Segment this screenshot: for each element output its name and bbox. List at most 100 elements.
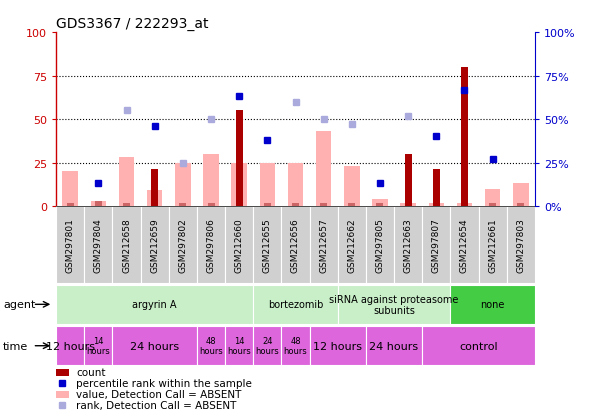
Text: GSM297803: GSM297803	[517, 218, 525, 273]
Bar	[320, 203, 327, 206]
Bar	[225, 326, 254, 366]
Text: 14
hours: 14 hours	[86, 336, 111, 356]
Bar	[90, 201, 106, 206]
Bar	[400, 203, 416, 206]
Bar	[67, 203, 74, 206]
Text: count: count	[76, 368, 105, 377]
Text: GDS3367 / 222293_at: GDS3367 / 222293_at	[56, 17, 209, 31]
Bar	[366, 326, 422, 366]
Bar	[141, 206, 169, 283]
Text: GSM212658: GSM212658	[122, 218, 131, 273]
Text: percentile rank within the sample: percentile rank within the sample	[76, 378, 252, 388]
Bar	[180, 203, 186, 206]
Bar	[405, 154, 411, 206]
Text: GSM297804: GSM297804	[94, 218, 103, 273]
Bar	[310, 206, 337, 283]
Text: 24 hours: 24 hours	[130, 341, 179, 351]
Bar	[376, 203, 384, 206]
Text: bortezomib: bortezomib	[268, 299, 323, 310]
Bar	[147, 191, 163, 206]
Bar	[288, 163, 303, 206]
Bar	[63, 172, 78, 206]
Bar	[337, 206, 366, 283]
Bar	[232, 163, 247, 206]
Text: rank, Detection Call = ABSENT: rank, Detection Call = ABSENT	[76, 400, 236, 410]
Bar	[207, 203, 215, 206]
Bar	[56, 285, 254, 324]
Bar	[428, 203, 444, 206]
Bar	[169, 206, 197, 283]
Text: GSM297807: GSM297807	[432, 218, 441, 273]
Bar	[85, 326, 112, 366]
Bar	[56, 206, 85, 283]
Bar	[461, 68, 468, 206]
Text: GSM297805: GSM297805	[375, 218, 385, 273]
Text: time: time	[3, 341, 28, 351]
Text: GSM212662: GSM212662	[348, 218, 356, 273]
Bar	[292, 203, 299, 206]
Bar	[254, 326, 281, 366]
Bar	[513, 184, 528, 206]
Text: 14
hours: 14 hours	[228, 336, 251, 356]
Bar	[310, 326, 366, 366]
Text: GSM297802: GSM297802	[178, 218, 187, 273]
Bar	[225, 206, 254, 283]
Bar	[485, 189, 501, 206]
Bar	[372, 199, 388, 206]
Bar	[506, 206, 535, 283]
Bar	[264, 203, 271, 206]
Bar	[203, 154, 219, 206]
Bar	[450, 206, 479, 283]
Text: GSM212654: GSM212654	[460, 218, 469, 273]
Bar	[175, 163, 191, 206]
Bar	[236, 111, 243, 206]
Bar	[95, 201, 102, 206]
Bar	[56, 326, 85, 366]
Bar	[457, 203, 472, 206]
Bar	[197, 206, 225, 283]
Bar	[422, 206, 450, 283]
Bar	[123, 203, 130, 206]
Bar	[394, 206, 422, 283]
Text: none: none	[480, 299, 505, 310]
Text: 24
hours: 24 hours	[255, 336, 279, 356]
Bar	[259, 163, 275, 206]
Text: GSM212659: GSM212659	[150, 218, 159, 273]
Bar	[366, 206, 394, 283]
Bar	[337, 285, 450, 324]
Bar	[517, 203, 524, 206]
Text: 48
hours: 48 hours	[284, 336, 307, 356]
Bar	[56, 391, 69, 398]
Bar	[85, 206, 112, 283]
Text: siRNA against proteasome
subunits: siRNA against proteasome subunits	[329, 294, 459, 316]
Bar	[197, 326, 225, 366]
Text: 12 hours: 12 hours	[313, 341, 362, 351]
Bar	[254, 285, 337, 324]
Text: 12 hours: 12 hours	[46, 341, 95, 351]
Bar	[450, 285, 535, 324]
Bar	[422, 326, 535, 366]
Text: GSM297801: GSM297801	[66, 218, 74, 273]
Bar	[489, 203, 496, 206]
Bar	[112, 206, 141, 283]
Bar	[112, 326, 197, 366]
Bar	[281, 206, 310, 283]
Bar	[433, 170, 440, 206]
Bar	[254, 206, 281, 283]
Text: value, Detection Call = ABSENT: value, Detection Call = ABSENT	[76, 389, 241, 399]
Bar	[344, 166, 359, 206]
Text: 48
hours: 48 hours	[199, 336, 223, 356]
Text: GSM212657: GSM212657	[319, 218, 328, 273]
Bar	[119, 158, 134, 206]
Bar	[56, 369, 69, 376]
Text: argyrin A: argyrin A	[132, 299, 177, 310]
Bar	[151, 170, 158, 206]
Bar	[479, 206, 506, 283]
Text: 24 hours: 24 hours	[369, 341, 418, 351]
Text: GSM297806: GSM297806	[206, 218, 216, 273]
Text: agent: agent	[3, 299, 35, 310]
Text: GSM212655: GSM212655	[263, 218, 272, 273]
Bar	[316, 132, 332, 206]
Bar	[348, 203, 355, 206]
Text: control: control	[459, 341, 498, 351]
